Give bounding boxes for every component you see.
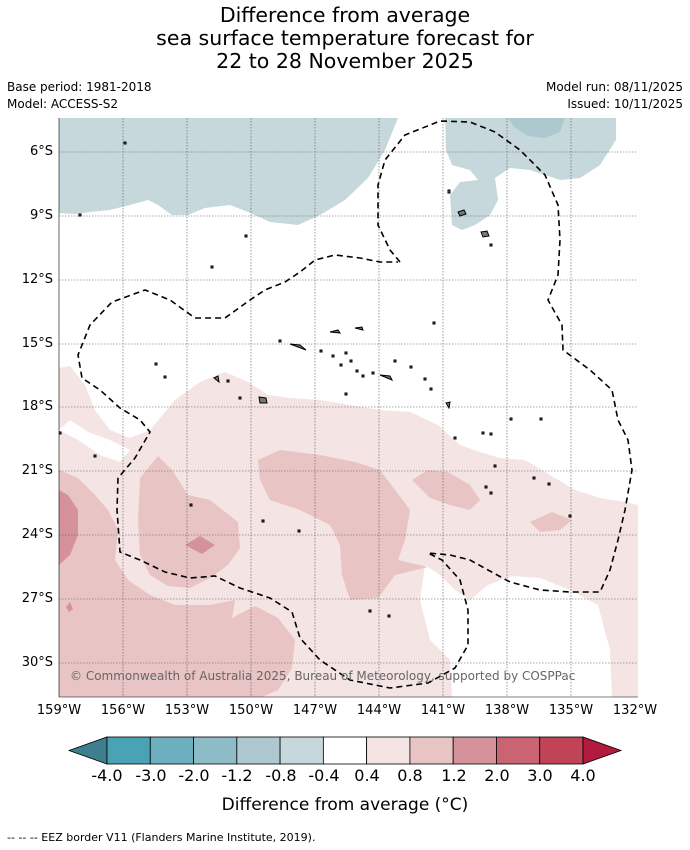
colorbar-tick: -0.8 (265, 766, 297, 785)
warm-anomaly-region-1-2-edge (59, 490, 78, 565)
lat-label-6s: 6°S (29, 144, 53, 159)
colorbar-tick: -0.4 (308, 766, 340, 785)
map-grid (59, 118, 638, 697)
colorbar-title: Difference from average (°C) (221, 795, 469, 815)
colorbar-tick: 1.2 (441, 766, 467, 785)
colorbar-tick: -3.0 (135, 766, 167, 785)
colorbar-tick: -1.2 (221, 766, 253, 785)
meta-left: Base period: 1981-2018 Model: ACCESS-S2 (7, 79, 152, 113)
lon-label-135w: 135°W (548, 703, 594, 718)
copyright-notice: © Commonwealth of Australia 2025, Bureau… (70, 669, 576, 683)
lon-label-159w: 159°W (36, 703, 82, 718)
warm-anomaly-region-1-2-small (185, 536, 215, 554)
warm-anomaly-region-0-8-south-west (105, 618, 188, 697)
colorbar-segment (409, 736, 454, 765)
colorbar-extend-high (582, 736, 623, 765)
lat-label-9s: 9°S (29, 208, 53, 223)
islands (59, 141, 572, 618)
colorbar-segment (149, 736, 194, 765)
lat-label-24s: 24°S (21, 527, 53, 542)
lat-label-27s: 27°S (21, 591, 53, 606)
title-line-3: 22 to 28 November 2025 (216, 49, 474, 73)
cool-anomaly-core-north-east (508, 118, 565, 138)
colorbar-segment (366, 736, 411, 765)
title-line-1: Difference from average (219, 3, 471, 27)
lon-label-153w: 153°W (164, 703, 210, 718)
warm-anomaly-region-0-8-west (59, 470, 262, 697)
cool-anomaly-region-north-west (59, 118, 398, 225)
colorbar-tick: -2.0 (178, 766, 210, 785)
meta-right: Model run: 08/11/2025 Issued: 10/11/2025 (546, 79, 683, 113)
lat-label-15s: 15°S (21, 336, 53, 351)
lon-label-132w: 132°W (612, 703, 658, 718)
title-line-2: sea surface temperature forecast for (156, 26, 534, 50)
lon-label-141w: 141°W (420, 703, 466, 718)
lat-label-21s: 21°S (21, 463, 53, 478)
colorbar-segment (452, 736, 497, 765)
model-run: Model run: 08/11/2025 (545, 80, 683, 94)
lon-label-156w: 156°W (100, 703, 146, 718)
cool-anomaly-region-north-east (445, 118, 616, 230)
lon-label-144w: 144°W (356, 703, 402, 718)
colorbar-tick: 3.0 (527, 766, 553, 785)
warm-anomaly-region-0-8-far-east (530, 512, 572, 532)
colorbar-tick: 4.0 (570, 766, 596, 785)
warm-anomaly-region-0-8-south-central (228, 606, 295, 697)
colorbar-segment (236, 736, 281, 765)
lat-label-30s: 30°S (21, 655, 53, 670)
map-title: Difference from average sea surface temp… (0, 4, 690, 73)
lat-label-12s: 12°S (21, 272, 53, 287)
colorbar-tick: -4.0 (91, 766, 123, 785)
colorbar-segment (106, 736, 151, 765)
lon-label-138w: 138°W (484, 703, 530, 718)
lon-label-150w: 150°W (228, 703, 274, 718)
colorbar-segment (322, 736, 368, 765)
lat-label-18s: 18°S (21, 399, 53, 414)
issued-date: Issued: 10/11/2025 (567, 97, 683, 111)
colorbar-segment (539, 736, 584, 765)
eez-border-legend: -- -- -- EEZ border V11 (Flanders Marine… (7, 831, 316, 844)
base-period: Base period: 1981-2018 (7, 80, 152, 94)
model-name: Model: ACCESS-S2 (7, 97, 119, 111)
colorbar-segment (496, 736, 541, 765)
colorbar-segment (193, 736, 238, 765)
colorbar-tick: 0.4 (354, 766, 380, 785)
colorbar-tick: 0.8 (397, 766, 423, 785)
warm-anomaly-region-0-8-mid (258, 450, 428, 600)
colorbar-segment (279, 736, 324, 765)
eez-border (77, 120, 633, 689)
colorbar (67, 736, 623, 765)
map-plot-area (59, 118, 638, 697)
warm-anomaly-region-0-8-central (138, 456, 240, 588)
warm-anomaly-region-0-8-east (412, 470, 480, 510)
colorbar-tick: 2.0 (484, 766, 510, 785)
warm-anomaly-region-1-2-spot (66, 602, 73, 612)
colorbar-extend-low (67, 736, 108, 765)
lon-label-147w: 147°W (292, 703, 338, 718)
